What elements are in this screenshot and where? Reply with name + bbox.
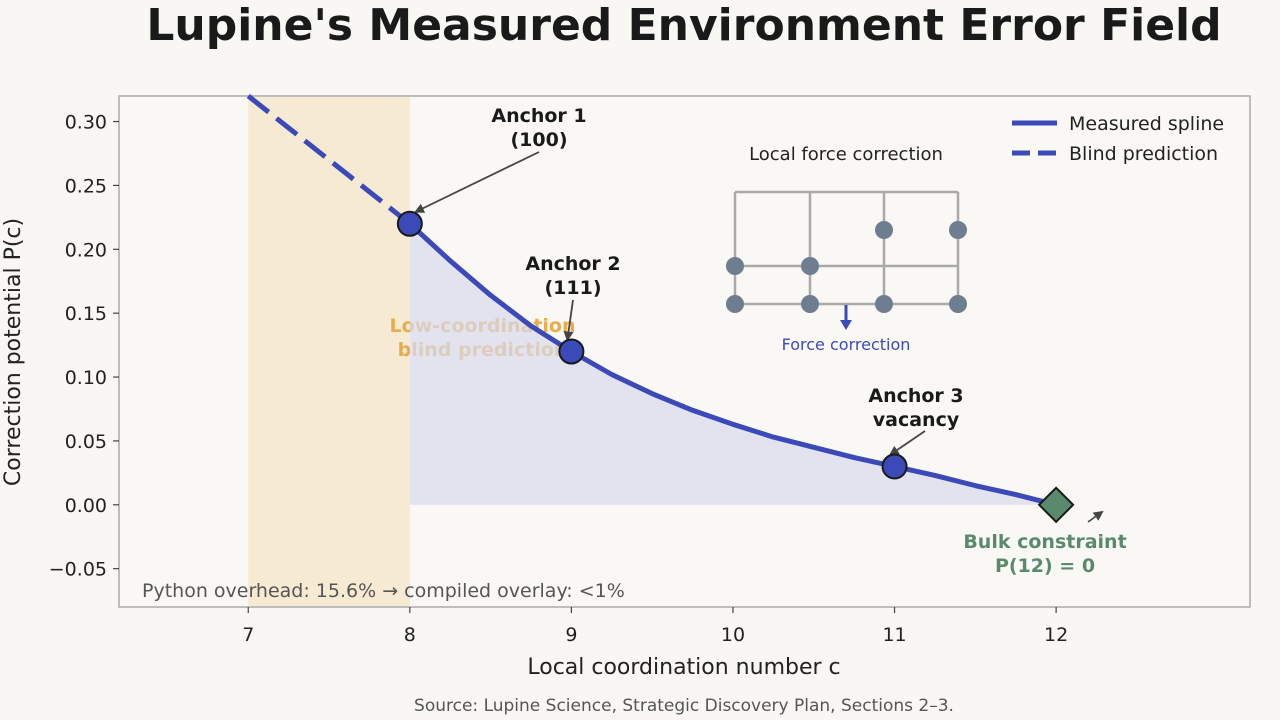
y-tick-label-6: 0.20 (65, 239, 107, 261)
legend-label-1: Measured spline (1069, 113, 1224, 135)
series-lines (246, 94, 1057, 508)
anchor-3-arrow (888, 430, 926, 456)
anchor-3-label-line-1: Anchor 3 (868, 385, 963, 407)
x-tick-label-2: 8 (404, 624, 416, 646)
x-tick-label-3: 9 (565, 624, 577, 646)
footnote: Python overhead: 15.6% → compiled overla… (142, 580, 625, 602)
inset-atom-1 (875, 221, 893, 239)
y-tick-label-7: 0.25 (65, 175, 107, 197)
anchor-2-point (558, 338, 585, 365)
inset-atom-8 (949, 295, 967, 313)
legend-label-2: Blind prediction (1069, 143, 1218, 165)
axes: 7 8 9 10 11 12 −0.05 0.00 0.05 0.10 0.15 0.20 0.25 0.… (49, 112, 1068, 646)
y-tick-label-1: −0.05 (49, 559, 107, 581)
inset: Local force correction Force correction (726, 144, 967, 354)
series-line-1 (408, 221, 1057, 508)
inset-atom-3 (726, 257, 744, 275)
anchor-2-label-line-2: (111) (544, 277, 601, 299)
chart-title: Lupine's Measured Environment Error Fiel… (146, 0, 1221, 51)
anchor-3-point (881, 453, 908, 480)
y-tick-label-8: 0.30 (65, 112, 107, 134)
x-tick-label-6: 12 (1044, 624, 1068, 646)
anchor-1-point (396, 210, 423, 237)
source-note: Source: Lupine Science, Strategic Discov… (414, 696, 954, 716)
inset-force-label: Force correction (782, 335, 911, 354)
inset-atom-6 (801, 295, 819, 313)
inset-atom-4 (801, 257, 819, 275)
x-tick-label-5: 11 (882, 624, 906, 646)
area-under-curve (409, 223, 1057, 505)
annotations: Anchor 1(100) Anchor 2(111) Anchor 3vacanc… (414, 105, 1127, 577)
y-axis-label: Correction potential P(c) (1, 218, 26, 486)
band-rect (248, 97, 410, 606)
inset-atom-7 (875, 295, 893, 313)
markers (396, 210, 1075, 524)
bulk-constraint-arrow (1087, 510, 1104, 523)
inset-atom-2 (949, 221, 967, 239)
y-tick-label-5: 0.15 (65, 303, 107, 325)
inset-title: Local force correction (749, 144, 943, 165)
y-tick-label-4: 0.10 (65, 367, 107, 389)
anchor-3-label-line-2: vacancy (873, 409, 960, 431)
anchor-2-label-line-1: Anchor 2 (525, 253, 620, 275)
x-tick-label-4: 10 (721, 624, 745, 646)
x-tick-label-1: 7 (242, 624, 254, 646)
inset-force-arrow-head (840, 320, 852, 330)
inset-atom-5 (726, 295, 744, 313)
anchor-2-arrow (563, 299, 574, 342)
x-axis-label: Local coordination number c (527, 655, 840, 680)
bulk-constraint-label-line-2: P(12) = 0 (995, 555, 1095, 577)
bulk-constraint-point (1037, 486, 1075, 524)
legend: Measured spline Blind prediction (1012, 113, 1224, 165)
y-tick-label-2: 0.00 (65, 495, 107, 517)
anchor-1-arrow (414, 151, 540, 213)
anchor-1-label-line-2: (100) (510, 129, 567, 151)
bulk-constraint-label-line-1: Bulk constraint (963, 531, 1126, 553)
anchor-1-label-line-1: Anchor 1 (491, 105, 586, 127)
area-fill (409, 223, 1057, 505)
y-tick-label-3: 0.05 (65, 431, 107, 453)
